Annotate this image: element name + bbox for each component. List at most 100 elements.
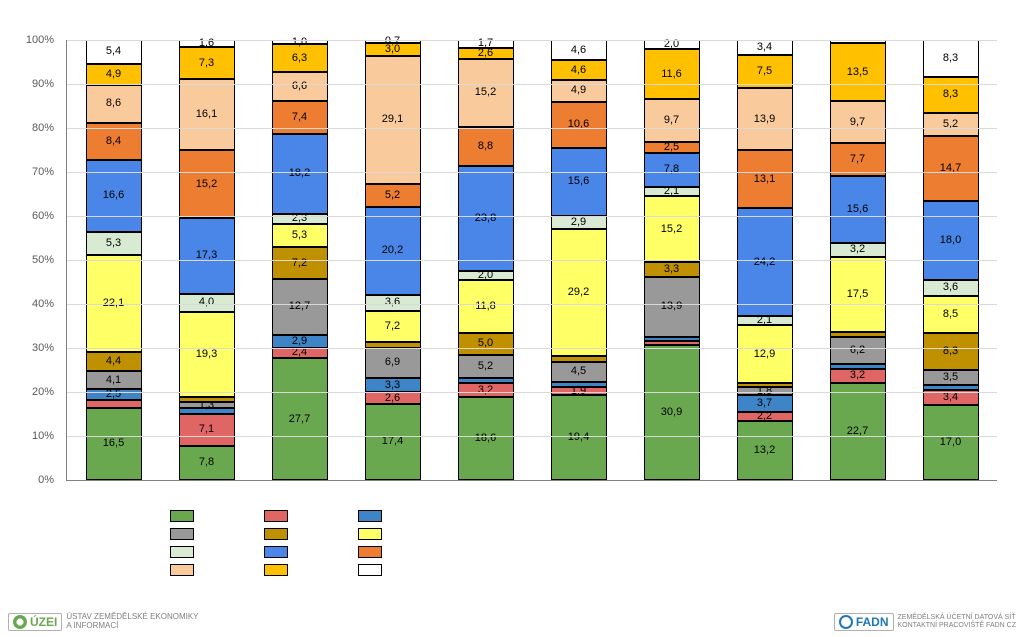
legend-item [170,546,204,558]
bar-segment [737,150,793,208]
bar-segment [86,232,142,255]
bar-segment [644,196,700,262]
legend-item [264,528,298,540]
bar-segment [179,397,235,402]
gridline [67,128,997,129]
gridline [67,304,997,305]
bar-segment [458,127,514,166]
bar-segment [365,43,421,56]
bar-segment [923,280,979,296]
bar-segment [923,113,979,136]
bar-segment [830,101,886,143]
plot-area: 16,52,54,14,422,15,316,68,48,64,95,47,87… [66,40,997,481]
uzei-logo-circle-icon [13,615,27,629]
legend-swatch [264,510,288,522]
bar-segment [86,40,142,64]
bar-segment [737,395,793,411]
bar-segment [458,59,514,126]
bar-segment [86,408,142,480]
bar-segment [272,134,328,214]
bar-segment [179,218,235,294]
fadn-logo-circle-icon [839,615,853,629]
bar-segment [365,56,421,184]
bar-segment [644,142,700,153]
y-tick-label: 30% [4,342,54,354]
bar-segment [551,362,607,382]
legend-swatch [358,564,382,576]
y-tick-label: 40% [4,298,54,310]
bar-segment [365,207,421,296]
bar-segment [830,337,886,364]
legend-swatch [358,528,382,540]
fadn-logo-text: FADN [856,615,889,629]
gridline [67,172,997,173]
footer-left-logo: ÚZEI ÚSTAV ZEMĚDĚLSKÉ EKONOMIKY A INFORM… [8,613,199,631]
bar-segment [644,262,700,276]
bar-segment [458,166,514,272]
bar-segment [644,277,700,338]
bar-segment [923,385,979,390]
legend-swatch [170,510,194,522]
bar-segment [365,378,421,392]
gridline [67,40,997,41]
legend-item [264,546,298,558]
bar-segment [86,85,142,123]
bar-segment [458,383,514,397]
bar-segment [272,358,328,480]
bar-segment [644,49,700,100]
bar-segment [365,342,421,347]
bar-segment [830,176,886,243]
y-tick-label: 50% [4,254,54,266]
bar-segment [272,279,328,335]
legend-item [358,564,392,576]
bar-segment [458,397,514,480]
bar-segment [179,150,235,217]
legend-item [358,528,392,540]
gridline [67,84,997,85]
bar-segment [551,148,607,216]
bar-segment [737,412,793,422]
bar-segment [737,383,793,387]
bar-segment [737,208,793,316]
chart-container: 16,52,54,14,422,15,316,68,48,64,95,47,87… [0,0,1024,637]
bar-segment [86,400,142,407]
bar-segment [644,341,700,345]
bar-segment [458,40,514,48]
bar-segment [365,184,421,207]
bar-segment [923,333,979,370]
uzei-logo-badge: ÚZEI [8,613,62,631]
legend-item [170,510,204,522]
legend-swatch [264,564,288,576]
bar-segment [551,40,607,60]
legend-column [170,510,204,576]
bar-segment [830,332,886,337]
bar-segment [551,60,607,80]
bar-segment [86,160,142,233]
y-tick-label: 80% [4,122,54,134]
bar-segment [551,395,607,480]
bar-segment [923,296,979,333]
uzei-logo-text: ÚZEI [30,615,57,629]
gridline [67,348,997,349]
y-tick-label: 60% [4,210,54,222]
bar-segment [179,79,235,150]
bar-segment [179,414,235,445]
legend-item [264,564,298,576]
bar-segment [272,348,328,359]
legend-swatch [170,546,194,558]
bar-segment [86,371,142,389]
bar-segment [458,355,514,378]
bar-segment [923,201,979,280]
bar-segment [458,48,514,60]
bar-segment [737,421,793,480]
legend-column [358,510,392,576]
bar-segment [551,229,607,356]
legend-item [170,564,204,576]
legend-item [170,528,204,540]
bar-segment [830,364,886,369]
legend-column [264,510,298,576]
bar-segment [179,408,235,414]
bar-segment [551,102,607,148]
bar-segment [272,335,328,348]
bar-segment [458,333,514,355]
